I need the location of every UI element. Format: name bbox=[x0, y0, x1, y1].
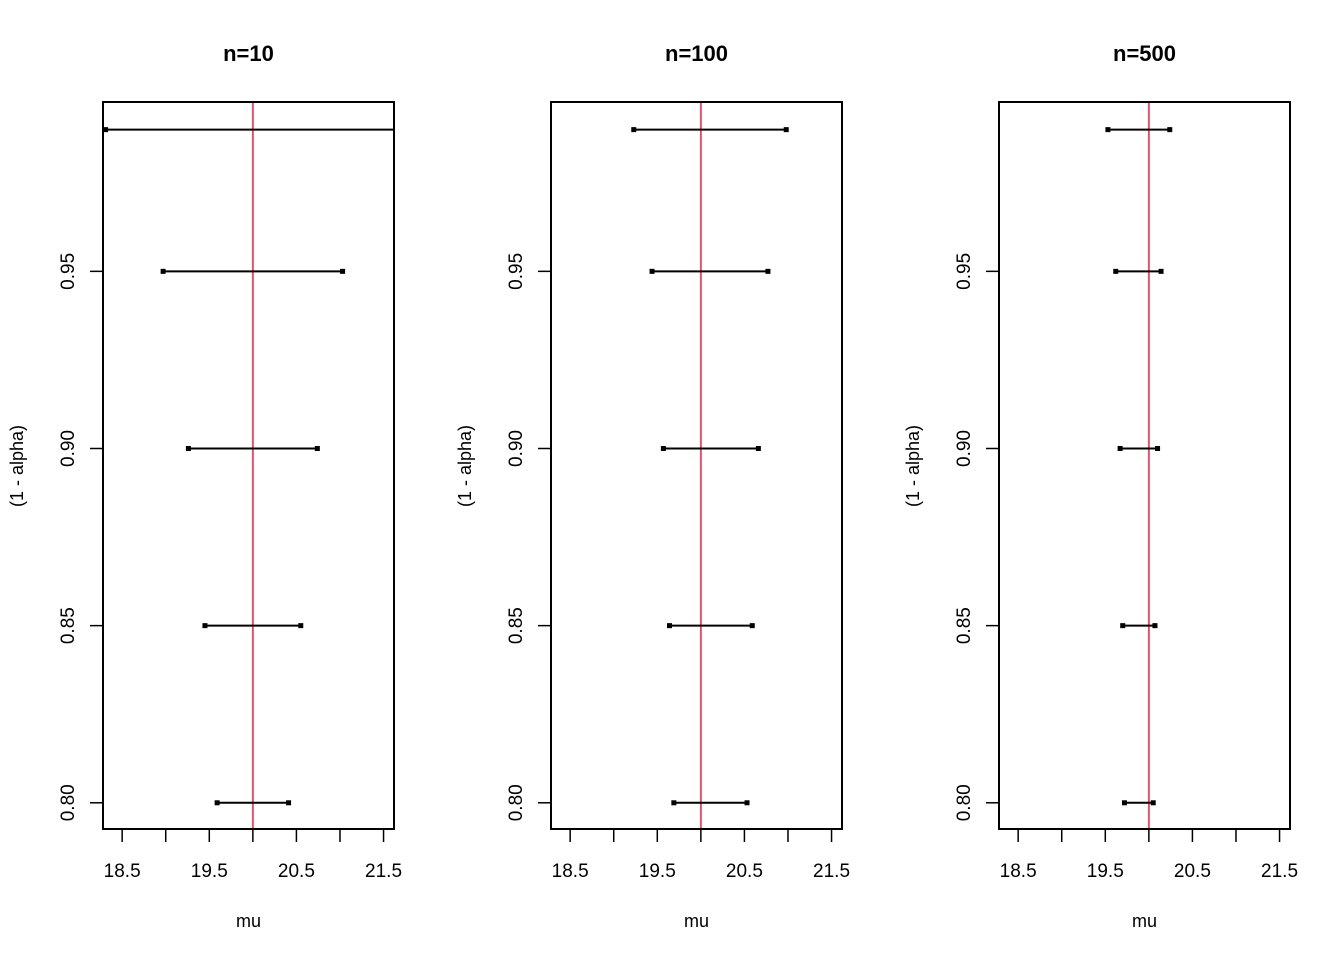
interval-lower-point bbox=[103, 127, 109, 133]
interval-upper-point bbox=[1155, 445, 1161, 451]
y-tick-label: 0.90 bbox=[954, 430, 975, 467]
interval-lower-point bbox=[1113, 268, 1119, 274]
interval-group bbox=[631, 127, 789, 806]
x-tick-label: 20.5 bbox=[278, 861, 315, 882]
interval-upper-point bbox=[340, 268, 346, 274]
y-tick-label: 0.80 bbox=[954, 784, 975, 821]
interval-upper-point bbox=[1150, 800, 1156, 806]
interval-lower-point bbox=[202, 623, 208, 629]
chart-panel: n=500 18.5 19.5 20.5 21.5 0.80 0.85 0.90 0.95 mu (… bbox=[903, 41, 1298, 931]
y-tick-label: 0.80 bbox=[58, 784, 79, 821]
interval-lower-point bbox=[671, 800, 677, 806]
plot-frame bbox=[550, 101, 843, 830]
interval-upper-point bbox=[314, 445, 320, 451]
x-tick-label: 19.5 bbox=[1087, 861, 1124, 882]
x-tick-label: 18.5 bbox=[552, 861, 589, 882]
y-tick-label: 0.95 bbox=[506, 253, 527, 290]
interval-group bbox=[103, 127, 403, 806]
y-axis-label: (1 - alpha) bbox=[7, 425, 27, 507]
interval-lower-point bbox=[1105, 127, 1111, 133]
interval-lower-point bbox=[214, 800, 220, 806]
plot-frame bbox=[998, 101, 1291, 830]
y-tick-label: 0.80 bbox=[506, 784, 527, 821]
x-tick-label: 21.5 bbox=[1261, 861, 1298, 882]
y-tick-label: 0.90 bbox=[506, 430, 527, 467]
y-tick-label: 0.85 bbox=[58, 607, 79, 644]
y-axis-label: (1 - alpha) bbox=[455, 425, 475, 507]
plot-frame bbox=[102, 101, 395, 830]
x-axis-label: mu bbox=[684, 911, 709, 931]
x-tick-label: 21.5 bbox=[813, 861, 850, 882]
interval-lower-point bbox=[160, 268, 166, 274]
y-tick-label: 0.85 bbox=[506, 607, 527, 644]
interval-lower-point bbox=[660, 445, 666, 451]
chart-title: n=500 bbox=[1113, 41, 1176, 66]
x-tick-label: 19.5 bbox=[191, 861, 228, 882]
x-tick-label: 19.5 bbox=[639, 861, 676, 882]
interval-upper-point bbox=[398, 127, 403, 132]
interval-upper-point bbox=[783, 127, 789, 133]
chart-title: n=100 bbox=[665, 41, 728, 66]
interval-lower-point bbox=[1117, 445, 1123, 451]
interval-lower-point bbox=[666, 623, 672, 629]
interval-upper-point bbox=[744, 800, 750, 806]
y-tick-label: 0.90 bbox=[58, 430, 79, 467]
x-tick-label: 18.5 bbox=[104, 861, 141, 882]
interval-upper-point bbox=[1167, 127, 1173, 133]
chart-panel: n=100 18.5 19.5 20.5 21.5 0.80 0.85 0.90 0.95 mu (… bbox=[455, 41, 850, 931]
interval-lower-point bbox=[185, 445, 191, 451]
interval-upper-point bbox=[1158, 268, 1164, 274]
x-tick-label: 20.5 bbox=[726, 861, 763, 882]
chart-title: n=10 bbox=[223, 41, 274, 66]
x-tick-label: 21.5 bbox=[365, 861, 402, 882]
interval-upper-point bbox=[765, 268, 771, 274]
interval-upper-point bbox=[298, 623, 304, 629]
interval-upper-point bbox=[749, 623, 755, 629]
y-tick-label: 0.95 bbox=[954, 253, 975, 290]
interval-lower-point bbox=[649, 268, 655, 274]
interval-upper-point bbox=[755, 445, 761, 451]
y-tick-label: 0.95 bbox=[58, 253, 79, 290]
interval-lower-point bbox=[1120, 623, 1126, 629]
y-axis-label: (1 - alpha) bbox=[903, 425, 923, 507]
interval-lower-point bbox=[631, 127, 637, 133]
x-axis-label: mu bbox=[236, 911, 261, 931]
x-tick-label: 20.5 bbox=[1174, 861, 1211, 882]
interval-upper-point bbox=[1152, 623, 1158, 629]
x-axis-label: mu bbox=[1132, 911, 1157, 931]
y-tick-label: 0.85 bbox=[954, 607, 975, 644]
interval-upper-point bbox=[286, 800, 292, 806]
x-tick-label: 18.5 bbox=[1000, 861, 1037, 882]
interval-group bbox=[1105, 127, 1173, 806]
chart-panel: n=10 18.5 19.5 20.5 21.5 0.80 0.85 0.90 0.95 mu (1… bbox=[7, 41, 403, 931]
interval-lower-point bbox=[1121, 800, 1127, 806]
